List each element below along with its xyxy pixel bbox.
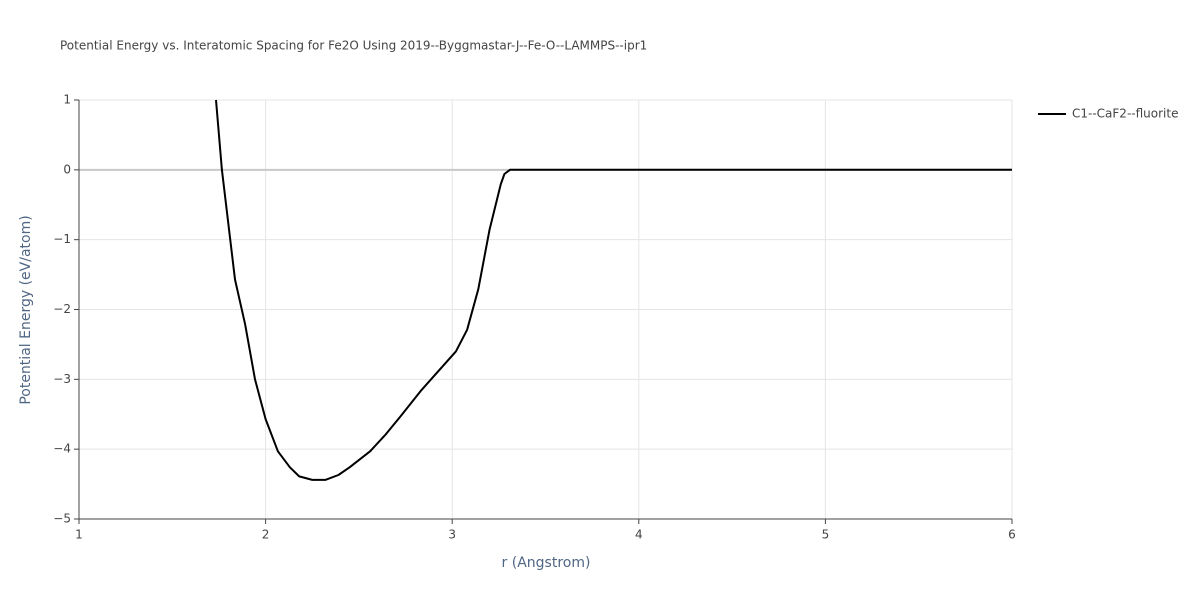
y-tick-label: −4 — [53, 442, 71, 456]
y-tick-label: −5 — [53, 512, 71, 526]
x-tick-label: 4 — [635, 528, 643, 542]
chart-title: Potential Energy vs. Interatomic Spacing… — [60, 39, 647, 53]
line-series — [215, 99, 1012, 481]
x-tick-label: 3 — [448, 528, 456, 542]
y-axis-title: Potential Energy (eV/atom) — [18, 215, 34, 404]
x-tick-label: 2 — [262, 528, 270, 542]
y-tick-label: −3 — [53, 372, 71, 386]
x-tick-label: 5 — [822, 528, 830, 542]
y-tick-label: −2 — [53, 302, 71, 316]
x-tick-label: 1 — [75, 528, 83, 542]
x-axis-title: r (Angstrom) — [502, 555, 591, 571]
x-tick-label: 6 — [1008, 528, 1016, 542]
y-tick-label: −1 — [53, 232, 71, 246]
legend-label: C1--CaF2--fluorite — [1072, 107, 1178, 121]
y-tick-label: 0 — [63, 162, 71, 176]
y-tick-label: 1 — [63, 93, 71, 107]
